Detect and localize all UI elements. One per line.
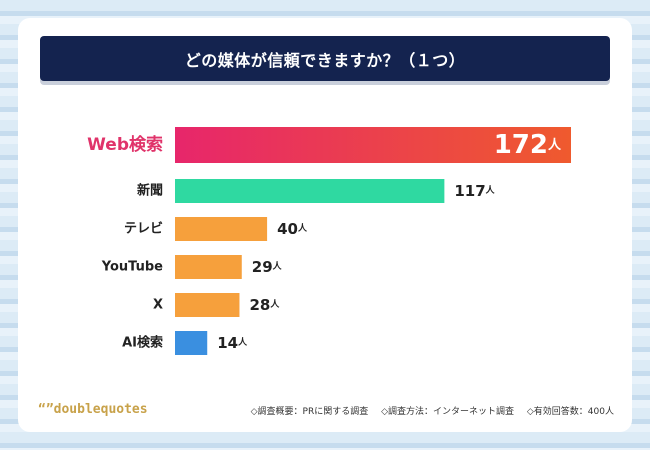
value-label-6: 14人 [217, 334, 248, 352]
card: どの媒体が信頼できますか？（１つ） Web検索 172人新聞 117人テレビ 40人 Y… [18, 18, 632, 432]
bar-6 [175, 331, 208, 355]
chart-title: どの媒体が信頼できますか？（１つ） [40, 36, 610, 81]
value-label-4: 29人 [252, 258, 283, 276]
category-label-2: 新聞 [137, 183, 163, 199]
survey-note-overview: ◇調査概要：PRに関する調査 [250, 407, 369, 417]
category-label-6: AI検索 [122, 335, 163, 351]
category-label-3: テレビ [124, 221, 163, 237]
bar-5 [175, 293, 240, 317]
survey-notes: ◇調査概要：PRに関する調査 ◇調査方法：インターネット調査 ◇有効回答数：40… [241, 404, 614, 417]
value-label-2: 117人 [454, 182, 495, 200]
value-label-3: 40人 [277, 220, 308, 238]
category-label-4: YouTube [101, 260, 163, 275]
value-label-5: 28人 [249, 296, 280, 314]
bar-2 [175, 179, 445, 203]
brand-logo: “”doublequotes [38, 402, 148, 417]
survey-note-method: ◇調査方法：インターネット調査 [381, 407, 515, 417]
category-label-1: Web検索 [87, 134, 163, 155]
bar-3 [175, 217, 268, 241]
category-label-5: X [153, 298, 163, 313]
bar-1 [175, 127, 571, 163]
bar-4 [175, 255, 242, 279]
value-label-1: 172人 [494, 130, 562, 160]
survey-note-count: ◇有効回答数：400人 [526, 407, 614, 417]
